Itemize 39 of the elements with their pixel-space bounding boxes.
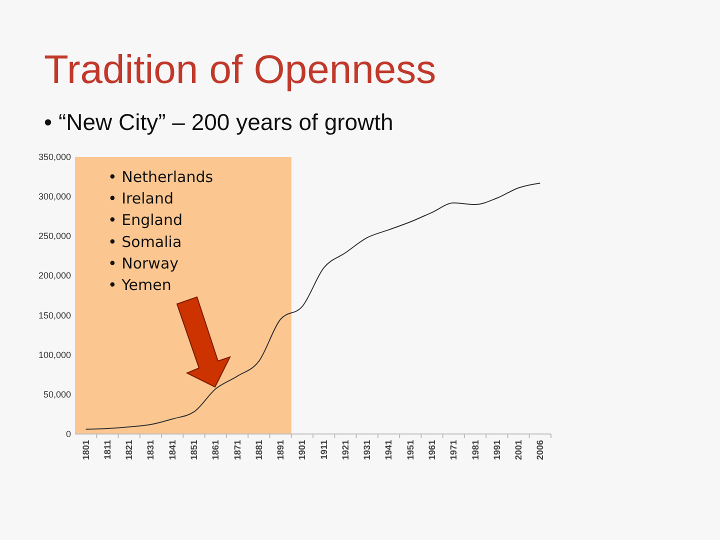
chart-title: Tradition of Openness: [44, 48, 436, 92]
x-tick-label: 1801: [80, 440, 91, 460]
x-tick-label: 1921: [340, 440, 350, 460]
annotation: • Norway: [108, 254, 179, 272]
annotation: • Netherlands: [108, 168, 214, 186]
y-tick-label: 150,000: [38, 310, 71, 320]
y-tick-label: 100,000: [38, 350, 71, 360]
chart-subtitle: • “New City” – 200 years of growth: [44, 109, 394, 135]
y-tick-label: 350,000: [38, 152, 71, 162]
y-tick-label: 200,000: [38, 270, 71, 281]
x-tick-label: 1981: [470, 440, 480, 460]
y-tick-label: 250,000: [38, 231, 71, 242]
x-tick-label: 1811: [102, 440, 112, 460]
x-tick-label: 1831: [146, 440, 156, 460]
y-tick-label: 0: [66, 429, 71, 439]
y-tick-label: 300,000: [38, 192, 71, 202]
annotation: • Ireland: [108, 190, 174, 208]
x-tick-label: 1881: [254, 440, 264, 460]
x-tick-label: 1941: [384, 440, 394, 460]
x-tick-label: 1991: [492, 440, 502, 460]
annotation: • Yemen: [108, 276, 172, 294]
x-tick-label: 1841: [167, 440, 178, 460]
x-tick-label: 1861: [210, 440, 221, 460]
x-tick-label: 1901: [297, 440, 308, 460]
x-tick-label: 2006: [535, 440, 546, 460]
y-tick-label: 50,000: [43, 389, 71, 400]
x-tick-label: 1971: [448, 440, 459, 460]
line-series: [85, 182, 541, 430]
x-tick-label: 2001: [514, 440, 524, 460]
x-tick-label: 1951: [405, 440, 416, 460]
x-tick-label: 1851: [189, 440, 199, 460]
x-tick-label: 1891: [276, 440, 286, 460]
x-tick-label: 1871: [232, 440, 242, 460]
x-tick-label: 1821: [124, 440, 134, 460]
annotation: • Somalia: [108, 232, 182, 251]
annotation: • England: [108, 211, 183, 230]
x-tick-label: 1931: [362, 440, 372, 460]
x-tick-label: 1961: [427, 440, 437, 460]
x-tick-label: 1911: [318, 440, 329, 460]
